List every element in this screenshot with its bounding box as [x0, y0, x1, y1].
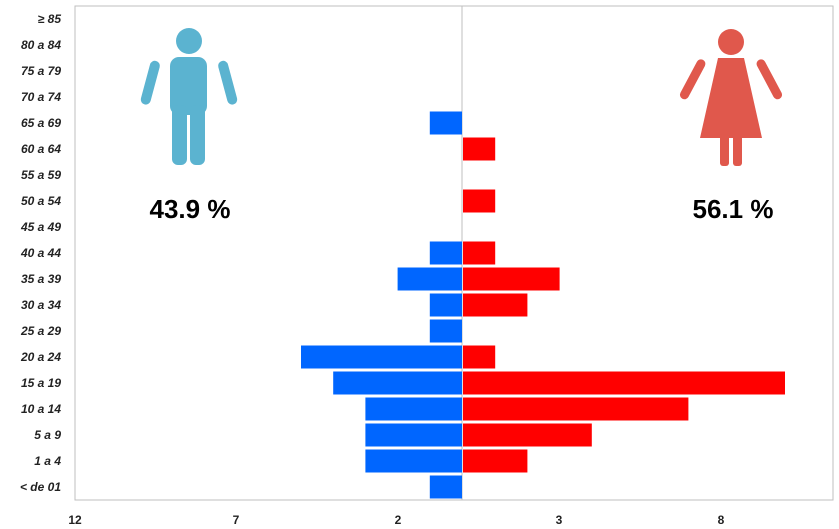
age-group-label: 30 a 34 [21, 298, 61, 312]
age-group-label: 60 a 64 [21, 142, 61, 156]
male-bar [429, 475, 462, 499]
age-group-label: 5 a 9 [34, 428, 61, 442]
age-group-label: 15 a 19 [21, 376, 61, 390]
female-bar [463, 371, 785, 395]
male-bar [333, 371, 462, 395]
female-bar [463, 189, 496, 213]
age-group-label: 35 a 39 [21, 272, 61, 286]
male-bar [429, 293, 462, 317]
bars-group [301, 111, 785, 499]
male-bar [365, 423, 462, 447]
male-bar [429, 241, 462, 265]
age-group-label: 75 a 79 [21, 64, 61, 78]
female-bar [463, 293, 528, 317]
age-group-label: 10 a 14 [21, 402, 61, 416]
female-percentage-label: 56.1 % [693, 194, 774, 224]
age-group-label: ≥ 85 [38, 12, 62, 26]
age-group-label: 65 a 69 [21, 116, 61, 130]
age-group-label: < de 01 [20, 480, 61, 494]
female-bar [463, 423, 592, 447]
age-group-label: 45 a 49 [20, 220, 61, 234]
male-bar [365, 449, 462, 473]
age-group-label: 25 a 29 [20, 324, 61, 338]
age-group-label: 55 a 59 [21, 168, 61, 182]
age-group-label: 50 a 54 [21, 194, 61, 208]
female-bar [463, 267, 560, 291]
female-person-icon [679, 29, 783, 166]
male-person-icon [140, 28, 238, 165]
age-group-label: 70 a 74 [21, 90, 61, 104]
age-group-label: 1 a 4 [34, 454, 61, 468]
male-bar [301, 345, 462, 369]
age-group-label: 80 a 84 [21, 38, 61, 52]
x-tick-label: 8 [718, 513, 725, 527]
female-bar [463, 137, 496, 161]
male-bar [397, 267, 462, 291]
age-labels-group: < de 01 1 a 4 5 a 9 10 a 14 15 a 19 20 a 24 25… [20, 12, 61, 494]
x-tick-labels-group: 12 7 2 3 8 [68, 513, 724, 527]
x-tick-label: 3 [556, 513, 563, 527]
plot-area-border [74, 5, 834, 501]
x-tick-label: 2 [395, 513, 402, 527]
age-group-label: 40 a 44 [20, 246, 61, 260]
x-tick-label: 7 [233, 513, 240, 527]
female-bar [463, 397, 689, 421]
age-group-label: 20 a 24 [20, 350, 61, 364]
male-bar [365, 397, 462, 421]
male-bar [429, 319, 462, 343]
male-bar [429, 111, 462, 135]
female-bar [463, 449, 528, 473]
male-percentage-label: 43.9 % [150, 194, 231, 224]
female-bar [463, 241, 496, 265]
female-bar [463, 345, 496, 369]
x-tick-label: 12 [68, 513, 82, 527]
